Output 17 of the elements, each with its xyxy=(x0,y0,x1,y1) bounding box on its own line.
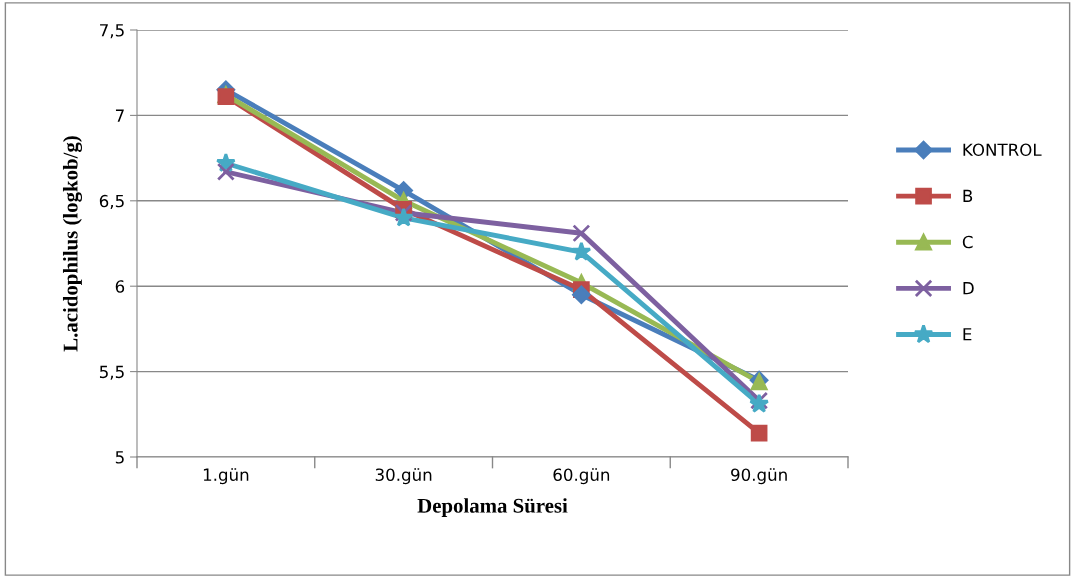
y-tick-label: 7,5 xyxy=(100,24,124,39)
y-tick-label: 7 xyxy=(115,109,124,122)
x-tick-label: 1.gün xyxy=(203,468,249,485)
legend-label: B xyxy=(963,189,973,202)
x-tick-label: 30.gün xyxy=(375,468,432,485)
y-tick-label: 6 xyxy=(115,280,125,293)
legend-label: D xyxy=(963,282,974,295)
legend-label: E xyxy=(963,328,972,341)
x-axis-title: Depolama Süresi xyxy=(417,498,568,518)
y-tick-label: 5 xyxy=(115,451,124,464)
x-tick-label: 90.gün xyxy=(731,468,787,485)
legend-label: KONTROL xyxy=(963,143,1042,157)
y-tick-label: 6,5 xyxy=(99,194,124,210)
y-axis-title: L.acidophilus (logkob/g) xyxy=(62,136,83,352)
y-tick-label: 5,5 xyxy=(99,365,124,380)
x-tick-label: 60.gün xyxy=(553,468,610,485)
legend-label: C xyxy=(962,235,973,249)
